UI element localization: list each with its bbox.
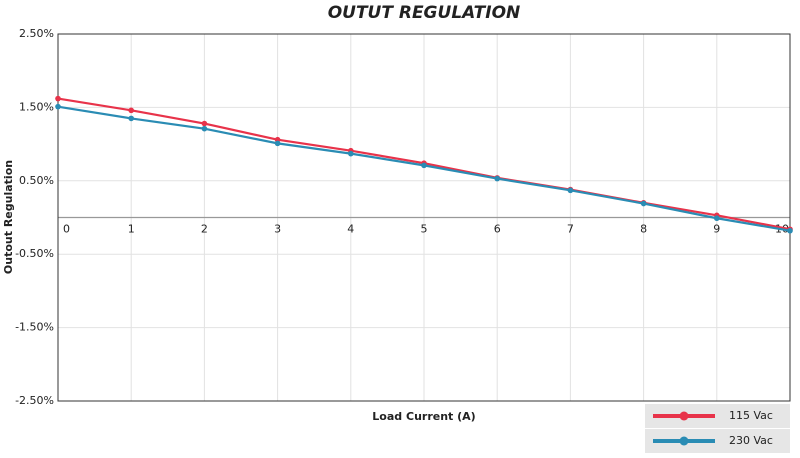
x-tick-label: 5 <box>421 223 428 236</box>
y-tick-label: 0.50% <box>19 174 54 187</box>
plot-frame <box>57 33 791 402</box>
x-tick-label: 4 <box>347 223 354 236</box>
point <box>348 150 354 157</box>
legend-marker <box>679 436 689 446</box>
point <box>55 103 61 110</box>
x-tick-label: 1 <box>128 223 135 236</box>
point <box>567 187 574 194</box>
point <box>421 162 427 169</box>
point <box>128 107 134 114</box>
legend-marker <box>679 411 689 421</box>
y-tick-label: 1.50% <box>19 100 54 113</box>
point <box>787 227 793 234</box>
point <box>714 215 720 222</box>
y-tick-label: -0.50% <box>15 247 54 260</box>
point <box>201 120 208 127</box>
point <box>494 175 501 182</box>
x-tick-label: 7 <box>567 223 574 236</box>
y-tick-label: -1.50% <box>15 321 54 334</box>
point <box>274 140 281 147</box>
point <box>640 200 647 207</box>
x-tick-label: 9 <box>713 223 720 236</box>
point <box>201 125 208 132</box>
point <box>55 95 61 102</box>
y-tick-label: 2.50% <box>19 27 54 40</box>
y-axis-title: Outout Regulation <box>2 160 15 274</box>
y-tick-label: -2.50% <box>15 394 54 407</box>
x-tick-label: 2 <box>201 223 208 236</box>
x-axis-title: Load Current (A) <box>372 410 475 423</box>
x-tick-label: 8 <box>640 223 647 236</box>
x-tick-label: 3 <box>274 223 281 236</box>
point <box>128 115 134 122</box>
x-tick-label: 6 <box>494 223 501 236</box>
legend-label: 230 Vac <box>729 434 773 447</box>
chart-title: OUTUT REGULATION <box>328 3 521 23</box>
x-tick-label: 0 <box>63 223 70 236</box>
legend-label: 115 Vac <box>729 409 773 422</box>
